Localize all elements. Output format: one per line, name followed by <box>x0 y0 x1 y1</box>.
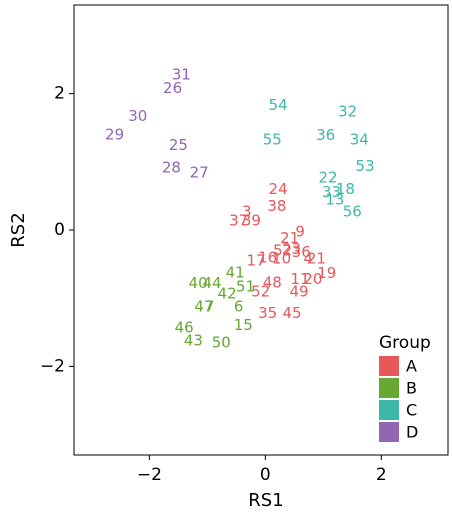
legend-label: B <box>406 379 417 398</box>
y-tick-label: 2 <box>54 84 65 104</box>
legend-swatch <box>379 356 399 376</box>
data-point-label: 52 <box>251 282 270 300</box>
data-point-label: 23 <box>282 240 301 258</box>
data-point-label: 11 <box>291 270 310 288</box>
data-point-label: 47 <box>194 297 213 315</box>
data-point-label: 34 <box>350 130 369 148</box>
data-point-label: 52 <box>273 242 292 260</box>
data-point-label: 32 <box>338 102 357 120</box>
data-point-label: 36 <box>292 243 311 261</box>
data-point-label: 3 <box>242 203 252 221</box>
data-point-label: 9 <box>295 222 305 240</box>
data-point-label: 51 <box>236 278 255 296</box>
data-point-label: 53 <box>356 157 375 175</box>
data-point-label: 38 <box>267 197 286 215</box>
y-tick-label: 0 <box>54 220 65 240</box>
data-point-label: 16 <box>258 248 277 266</box>
data-point-label: 33 <box>322 183 341 201</box>
data-point-label: 35 <box>258 304 277 322</box>
legend-label: D <box>406 423 418 442</box>
data-point-label: 18 <box>336 180 355 198</box>
y-tick-label: −2 <box>40 356 65 376</box>
data-point-label: 25 <box>169 136 188 154</box>
x-tick-label: 0 <box>260 465 271 485</box>
data-point-label: 26 <box>163 79 182 97</box>
data-point-label: 31 <box>172 66 191 84</box>
data-point-label: 29 <box>105 126 124 144</box>
data-point-label: 45 <box>282 304 301 322</box>
data-point-label: 44 <box>202 274 221 292</box>
y-axis-label: RS2 <box>8 212 29 247</box>
data-point-label: 56 <box>343 203 362 221</box>
data-point-label: 36 <box>316 126 335 144</box>
data-point-label: 10 <box>272 250 291 268</box>
data-point-label: 7 <box>205 297 215 315</box>
data-point-label: 27 <box>190 164 209 182</box>
data-point-label: 24 <box>269 180 288 198</box>
data-point-label: 30 <box>128 107 147 125</box>
data-point-label: 40 <box>189 274 208 292</box>
legend-label: A <box>406 357 417 376</box>
legend-label: C <box>406 401 417 420</box>
data-point-label: 4 <box>304 250 314 268</box>
data-point-label: 19 <box>317 264 336 282</box>
data-point-label: 6 <box>234 297 244 315</box>
legend-title: Group <box>379 333 431 353</box>
data-point-label: 21 <box>307 250 326 268</box>
data-point-label: 46 <box>175 319 194 337</box>
legend-swatch <box>379 422 399 442</box>
data-point-label: 55 <box>263 130 282 148</box>
legend-swatch <box>379 378 399 398</box>
x-tick-label: −2 <box>137 465 162 485</box>
data-point-label: 15 <box>234 316 253 334</box>
data-point-label: 21 <box>280 229 299 247</box>
data-point-label: 13 <box>325 190 344 208</box>
data-point-label: 42 <box>218 284 237 302</box>
legend-swatch <box>379 400 399 420</box>
x-tick-label: 2 <box>376 465 387 485</box>
data-point-label: 41 <box>226 263 245 281</box>
data-point-label: 22 <box>318 169 337 187</box>
data-point-label: 48 <box>263 274 282 292</box>
data-point-label: 28 <box>162 158 181 176</box>
data-point-label: 39 <box>242 212 261 230</box>
data-point-label: 50 <box>212 334 231 352</box>
data-point-label: 17 <box>247 252 266 270</box>
data-point-label: 43 <box>184 332 203 350</box>
x-axis-label: RS1 <box>248 490 283 511</box>
data-point-label: 37 <box>229 212 248 230</box>
data-point-label: 49 <box>289 282 308 300</box>
ticks-layer: −2 0 2 −2 0 2 <box>40 84 387 485</box>
data-point-label: 54 <box>269 96 288 114</box>
data-point-label: 20 <box>303 270 322 288</box>
